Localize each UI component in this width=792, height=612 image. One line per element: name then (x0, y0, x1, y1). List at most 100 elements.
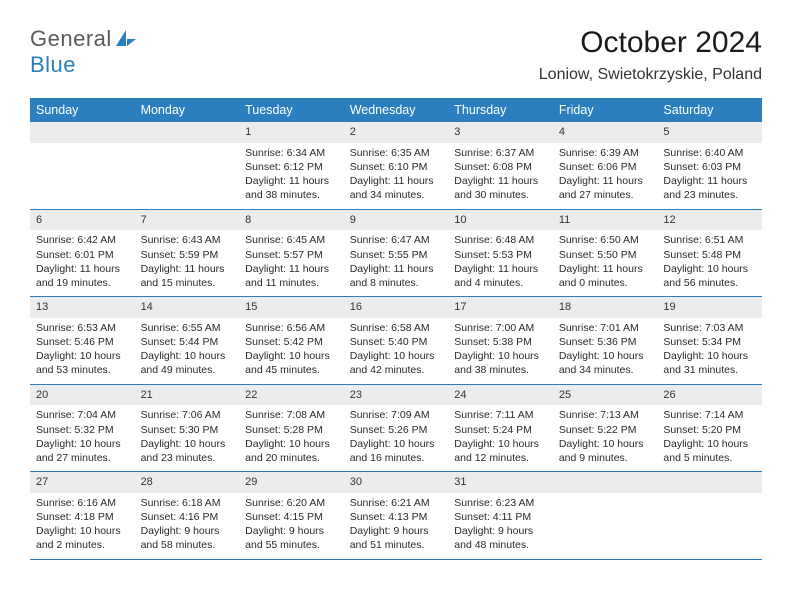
sunrise-text: Sunrise: 6:37 AM (454, 146, 547, 160)
day-number: 8 (239, 210, 344, 231)
day-number: 20 (30, 385, 135, 406)
sunset-text: Sunset: 5:38 PM (454, 335, 547, 349)
day-number: 6 (30, 210, 135, 231)
day-cell: 23Sunrise: 7:09 AMSunset: 5:26 PMDayligh… (344, 385, 449, 472)
daylight-text: Daylight: 10 hours and 49 minutes. (141, 349, 234, 377)
daylight-text: Daylight: 11 hours and 19 minutes. (36, 262, 129, 290)
daylight-text: Daylight: 10 hours and 2 minutes. (36, 524, 129, 552)
day-cell: 29Sunrise: 6:20 AMSunset: 4:15 PMDayligh… (239, 472, 344, 559)
day-cell: 4Sunrise: 6:39 AMSunset: 6:06 PMDaylight… (553, 122, 658, 209)
day-header-cell: Thursday (448, 98, 553, 122)
day-cell: 31Sunrise: 6:23 AMSunset: 4:11 PMDayligh… (448, 472, 553, 559)
sunrise-text: Sunrise: 6:43 AM (141, 233, 234, 247)
day-cell: 16Sunrise: 6:58 AMSunset: 5:40 PMDayligh… (344, 297, 449, 384)
sunrise-text: Sunrise: 6:18 AM (141, 496, 234, 510)
day-body: Sunrise: 6:48 AMSunset: 5:53 PMDaylight:… (448, 230, 553, 296)
sunrise-text: Sunrise: 6:45 AM (245, 233, 338, 247)
day-body: Sunrise: 7:01 AMSunset: 5:36 PMDaylight:… (553, 318, 658, 384)
sunset-text: Sunset: 5:36 PM (559, 335, 652, 349)
page-header: General Blue October 2024 Loniow, Swieto… (0, 0, 792, 92)
sunrise-text: Sunrise: 7:01 AM (559, 321, 652, 335)
daylight-text: Daylight: 10 hours and 16 minutes. (350, 437, 443, 465)
day-number: 14 (135, 297, 240, 318)
day-body: Sunrise: 6:51 AMSunset: 5:48 PMDaylight:… (657, 230, 762, 296)
sunrise-text: Sunrise: 6:23 AM (454, 496, 547, 510)
brand-logo: General Blue (30, 26, 136, 78)
sunset-text: Sunset: 5:44 PM (141, 335, 234, 349)
daylight-text: Daylight: 10 hours and 9 minutes. (559, 437, 652, 465)
day-body: Sunrise: 7:04 AMSunset: 5:32 PMDaylight:… (30, 405, 135, 471)
day-body: Sunrise: 6:56 AMSunset: 5:42 PMDaylight:… (239, 318, 344, 384)
day-number: 31 (448, 472, 553, 493)
day-cell: 6Sunrise: 6:42 AMSunset: 6:01 PMDaylight… (30, 210, 135, 297)
sunset-text: Sunset: 5:53 PM (454, 248, 547, 262)
sunrise-text: Sunrise: 6:39 AM (559, 146, 652, 160)
day-body: Sunrise: 7:11 AMSunset: 5:24 PMDaylight:… (448, 405, 553, 471)
daylight-text: Daylight: 10 hours and 23 minutes. (141, 437, 234, 465)
day-body: Sunrise: 7:13 AMSunset: 5:22 PMDaylight:… (553, 405, 658, 471)
sunset-text: Sunset: 5:22 PM (559, 423, 652, 437)
day-body: Sunrise: 7:14 AMSunset: 5:20 PMDaylight:… (657, 405, 762, 471)
day-number: 7 (135, 210, 240, 231)
day-number: 25 (553, 385, 658, 406)
day-cell: 5Sunrise: 6:40 AMSunset: 6:03 PMDaylight… (657, 122, 762, 209)
sunset-text: Sunset: 4:16 PM (141, 510, 234, 524)
brand-name: General Blue (30, 26, 136, 78)
day-number: 17 (448, 297, 553, 318)
day-cell: 1Sunrise: 6:34 AMSunset: 6:12 PMDaylight… (239, 122, 344, 209)
day-cell: 22Sunrise: 7:08 AMSunset: 5:28 PMDayligh… (239, 385, 344, 472)
daylight-text: Daylight: 11 hours and 30 minutes. (454, 174, 547, 202)
sunset-text: Sunset: 5:24 PM (454, 423, 547, 437)
day-cell: 18Sunrise: 7:01 AMSunset: 5:36 PMDayligh… (553, 297, 658, 384)
daylight-text: Daylight: 11 hours and 8 minutes. (350, 262, 443, 290)
sunset-text: Sunset: 5:20 PM (663, 423, 756, 437)
sunrise-text: Sunrise: 6:58 AM (350, 321, 443, 335)
day-cell (657, 472, 762, 559)
sunrise-text: Sunrise: 6:16 AM (36, 496, 129, 510)
sunset-text: Sunset: 5:48 PM (663, 248, 756, 262)
day-body: Sunrise: 7:06 AMSunset: 5:30 PMDaylight:… (135, 405, 240, 471)
day-number: 10 (448, 210, 553, 231)
day-number: 26 (657, 385, 762, 406)
day-cell: 10Sunrise: 6:48 AMSunset: 5:53 PMDayligh… (448, 210, 553, 297)
day-cell: 21Sunrise: 7:06 AMSunset: 5:30 PMDayligh… (135, 385, 240, 472)
brand-name-second: Blue (30, 52, 76, 77)
day-body: Sunrise: 6:50 AMSunset: 5:50 PMDaylight:… (553, 230, 658, 296)
sunset-text: Sunset: 4:11 PM (454, 510, 547, 524)
day-cell: 19Sunrise: 7:03 AMSunset: 5:34 PMDayligh… (657, 297, 762, 384)
sunrise-text: Sunrise: 7:13 AM (559, 408, 652, 422)
day-number: 18 (553, 297, 658, 318)
day-cell: 7Sunrise: 6:43 AMSunset: 5:59 PMDaylight… (135, 210, 240, 297)
sunset-text: Sunset: 6:01 PM (36, 248, 129, 262)
sunset-text: Sunset: 5:57 PM (245, 248, 338, 262)
daylight-text: Daylight: 10 hours and 27 minutes. (36, 437, 129, 465)
sunrise-text: Sunrise: 6:53 AM (36, 321, 129, 335)
day-body: Sunrise: 6:20 AMSunset: 4:15 PMDaylight:… (239, 493, 344, 559)
sunset-text: Sunset: 4:15 PM (245, 510, 338, 524)
day-cell (553, 472, 658, 559)
day-cell: 8Sunrise: 6:45 AMSunset: 5:57 PMDaylight… (239, 210, 344, 297)
day-header-cell: Wednesday (344, 98, 449, 122)
daylight-text: Daylight: 10 hours and 12 minutes. (454, 437, 547, 465)
day-number: 4 (553, 122, 658, 143)
calendar-grid: SundayMondayTuesdayWednesdayThursdayFrid… (30, 98, 762, 560)
sunrise-text: Sunrise: 6:47 AM (350, 233, 443, 247)
day-body: Sunrise: 6:23 AMSunset: 4:11 PMDaylight:… (448, 493, 553, 559)
daylight-text: Daylight: 9 hours and 58 minutes. (141, 524, 234, 552)
day-number (553, 472, 658, 493)
title-block: October 2024 Loniow, Swietokrzyskie, Pol… (539, 26, 762, 84)
day-cell: 17Sunrise: 7:00 AMSunset: 5:38 PMDayligh… (448, 297, 553, 384)
day-number: 12 (657, 210, 762, 231)
sunrise-text: Sunrise: 6:55 AM (141, 321, 234, 335)
sunrise-text: Sunrise: 6:50 AM (559, 233, 652, 247)
brand-sail-icon (116, 26, 136, 52)
day-body: Sunrise: 6:21 AMSunset: 4:13 PMDaylight:… (344, 493, 449, 559)
sunrise-text: Sunrise: 7:08 AM (245, 408, 338, 422)
day-cell: 11Sunrise: 6:50 AMSunset: 5:50 PMDayligh… (553, 210, 658, 297)
daylight-text: Daylight: 11 hours and 38 minutes. (245, 174, 338, 202)
day-cell: 13Sunrise: 6:53 AMSunset: 5:46 PMDayligh… (30, 297, 135, 384)
week-row: 13Sunrise: 6:53 AMSunset: 5:46 PMDayligh… (30, 297, 762, 385)
sunrise-text: Sunrise: 7:11 AM (454, 408, 547, 422)
sunset-text: Sunset: 5:55 PM (350, 248, 443, 262)
sunset-text: Sunset: 5:50 PM (559, 248, 652, 262)
